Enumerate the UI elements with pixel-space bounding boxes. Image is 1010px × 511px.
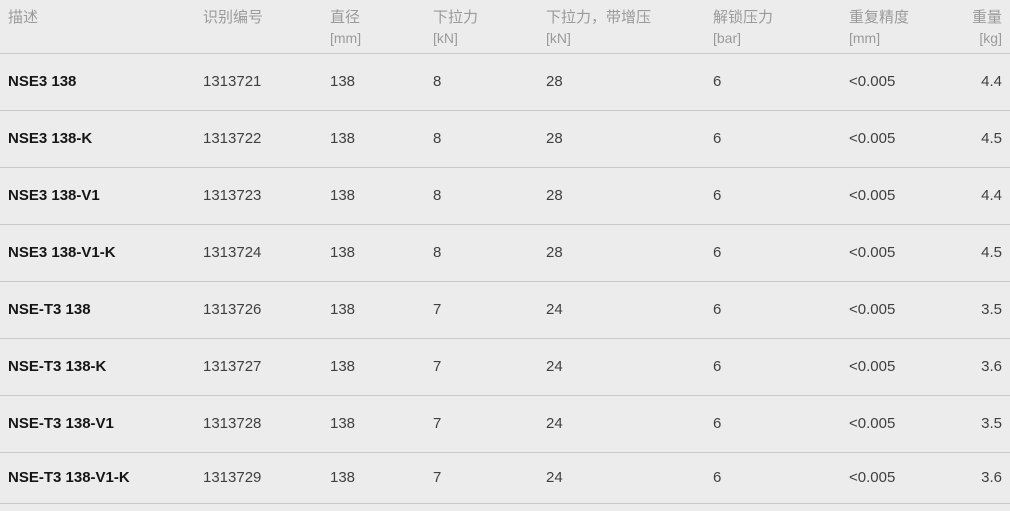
table-row: NSE-T3 138-K 1313727 138 7 24 6 <0.005 3… bbox=[0, 337, 1010, 395]
cell-unlock-pressure: 6 bbox=[705, 223, 841, 281]
cell-description: NSE-T3 138-V1 bbox=[0, 394, 195, 452]
column-header-unit: [bar] bbox=[713, 30, 742, 46]
cell-description: NSE-T3 138-K bbox=[0, 337, 195, 395]
cell-weight: 4.4 bbox=[938, 166, 1010, 224]
cell-pull-down-boost: 28 bbox=[538, 166, 705, 224]
column-header-repeatability: 重复精度 [mm] bbox=[841, 0, 938, 53]
cell-pull-down-boost: 24 bbox=[538, 451, 705, 503]
cell-id: 1313722 bbox=[195, 109, 322, 167]
column-header-unlock-pressure: 解锁压力 [bar] bbox=[705, 0, 841, 53]
cell-pull-down-boost: 28 bbox=[538, 109, 705, 167]
cell-pull-down: 7 bbox=[425, 451, 538, 503]
table-row: NSE3 138-K 1313722 138 8 28 6 <0.005 4.5 bbox=[0, 109, 1010, 167]
table-row: NSE-T3 138 1313726 138 7 24 6 <0.005 3.5 bbox=[0, 280, 1010, 338]
cell-repeatability: <0.005 bbox=[841, 337, 938, 395]
cell-unlock-pressure: 6 bbox=[705, 52, 841, 110]
cell-id: 1313726 bbox=[195, 280, 322, 338]
cell-repeatability: <0.005 bbox=[841, 223, 938, 281]
cell-diameter: 138 bbox=[322, 52, 425, 110]
cell-description: NSE-T3 138-V1-K bbox=[0, 451, 195, 503]
cell-id: 1313723 bbox=[195, 166, 322, 224]
column-header-description: 描述 bbox=[0, 0, 195, 53]
cell-weight: 4.5 bbox=[938, 223, 1010, 281]
cell-unlock-pressure: 6 bbox=[705, 166, 841, 224]
cell-description: NSE-T3 138 bbox=[0, 280, 195, 338]
cell-diameter: 138 bbox=[322, 394, 425, 452]
cell-diameter: 138 bbox=[322, 337, 425, 395]
cell-repeatability: <0.005 bbox=[841, 166, 938, 224]
column-header-label: 下拉力 bbox=[433, 9, 479, 26]
cell-diameter: 138 bbox=[322, 223, 425, 281]
table-header-row: 描述 识别编号 直径 [mm] 下拉力 [kN] 下拉力，带增压 [kN] 解锁… bbox=[0, 0, 1010, 53]
cell-weight: 4.4 bbox=[938, 52, 1010, 110]
column-header-label: 重量 bbox=[971, 9, 1002, 26]
cell-weight: 3.6 bbox=[938, 451, 1010, 503]
table-row: NSE-T3 138-V1-K 1313729 138 7 24 6 <0.00… bbox=[0, 451, 1010, 503]
cell-pull-down-boost: 28 bbox=[538, 223, 705, 281]
cell-weight: 3.5 bbox=[938, 280, 1010, 338]
cell-pull-down: 7 bbox=[425, 280, 538, 338]
column-header-unit: [kg] bbox=[979, 30, 1002, 46]
table-row: NSE-T3 138-V1 1313728 138 7 24 6 <0.005 … bbox=[0, 394, 1010, 452]
cell-diameter: 138 bbox=[322, 280, 425, 338]
table-row: NSE3 138-V1 1313723 138 8 28 6 <0.005 4.… bbox=[0, 166, 1010, 224]
cell-unlock-pressure: 6 bbox=[705, 451, 841, 503]
cell-id: 1313729 bbox=[195, 451, 322, 503]
table-row: NSE3 138-V1-K 1313724 138 8 28 6 <0.005 … bbox=[0, 223, 1010, 281]
column-header-label: 下拉力，带增压 bbox=[546, 9, 652, 26]
column-header-unit: [mm] bbox=[849, 30, 881, 46]
column-header-label: 识别编号 bbox=[203, 9, 264, 26]
cell-pull-down: 8 bbox=[425, 166, 538, 224]
column-header-unit: [kN] bbox=[546, 30, 571, 46]
cell-repeatability: <0.005 bbox=[841, 280, 938, 338]
column-header-unit: [kN] bbox=[433, 30, 458, 46]
cell-pull-down-boost: 28 bbox=[538, 52, 705, 110]
table-row: NSE3 138 1313721 138 8 28 6 <0.005 4.4 bbox=[0, 52, 1010, 110]
cell-repeatability: <0.005 bbox=[841, 109, 938, 167]
cell-pull-down-boost: 24 bbox=[538, 280, 705, 338]
cell-weight: 3.5 bbox=[938, 394, 1010, 452]
cell-repeatability: <0.005 bbox=[841, 52, 938, 110]
column-header-label: 直径 bbox=[330, 9, 361, 26]
cell-id: 1313724 bbox=[195, 223, 322, 281]
cell-id: 1313721 bbox=[195, 52, 322, 110]
column-header-diameter: 直径 [mm] bbox=[322, 0, 425, 53]
cell-id: 1313727 bbox=[195, 337, 322, 395]
cell-pull-down-boost: 24 bbox=[538, 394, 705, 452]
cell-weight: 4.5 bbox=[938, 109, 1010, 167]
cell-description: NSE3 138 bbox=[0, 52, 195, 110]
cell-unlock-pressure: 6 bbox=[705, 280, 841, 338]
cell-pull-down: 7 bbox=[425, 337, 538, 395]
cell-pull-down: 7 bbox=[425, 394, 538, 452]
cell-repeatability: <0.005 bbox=[841, 394, 938, 452]
cell-description: NSE3 138-K bbox=[0, 109, 195, 167]
column-header-label: 描述 bbox=[8, 9, 39, 26]
cell-id: 1313728 bbox=[195, 394, 322, 452]
cell-pull-down: 8 bbox=[425, 109, 538, 167]
cell-diameter: 138 bbox=[322, 109, 425, 167]
column-header-pull-down: 下拉力 [kN] bbox=[425, 0, 538, 53]
column-header-pull-down-boost: 下拉力，带增压 [kN] bbox=[538, 0, 705, 53]
cell-diameter: 138 bbox=[322, 451, 425, 503]
cell-unlock-pressure: 6 bbox=[705, 337, 841, 395]
column-header-weight: 重量 [kg] bbox=[938, 0, 1010, 53]
column-header-id: 识别编号 bbox=[195, 0, 322, 53]
cell-description: NSE3 138-V1 bbox=[0, 166, 195, 224]
cell-diameter: 138 bbox=[322, 166, 425, 224]
column-header-label: 解锁压力 bbox=[713, 9, 774, 26]
cell-unlock-pressure: 6 bbox=[705, 109, 841, 167]
cell-unlock-pressure: 6 bbox=[705, 394, 841, 452]
column-header-label: 重复精度 bbox=[849, 9, 910, 26]
cell-pull-down: 8 bbox=[425, 52, 538, 110]
column-header-unit: [mm] bbox=[330, 30, 362, 46]
cell-pull-down: 8 bbox=[425, 223, 538, 281]
cell-description: NSE3 138-V1-K bbox=[0, 223, 195, 281]
cell-weight: 3.6 bbox=[938, 337, 1010, 395]
cell-pull-down-boost: 24 bbox=[538, 337, 705, 395]
cell-repeatability: <0.005 bbox=[841, 451, 938, 503]
